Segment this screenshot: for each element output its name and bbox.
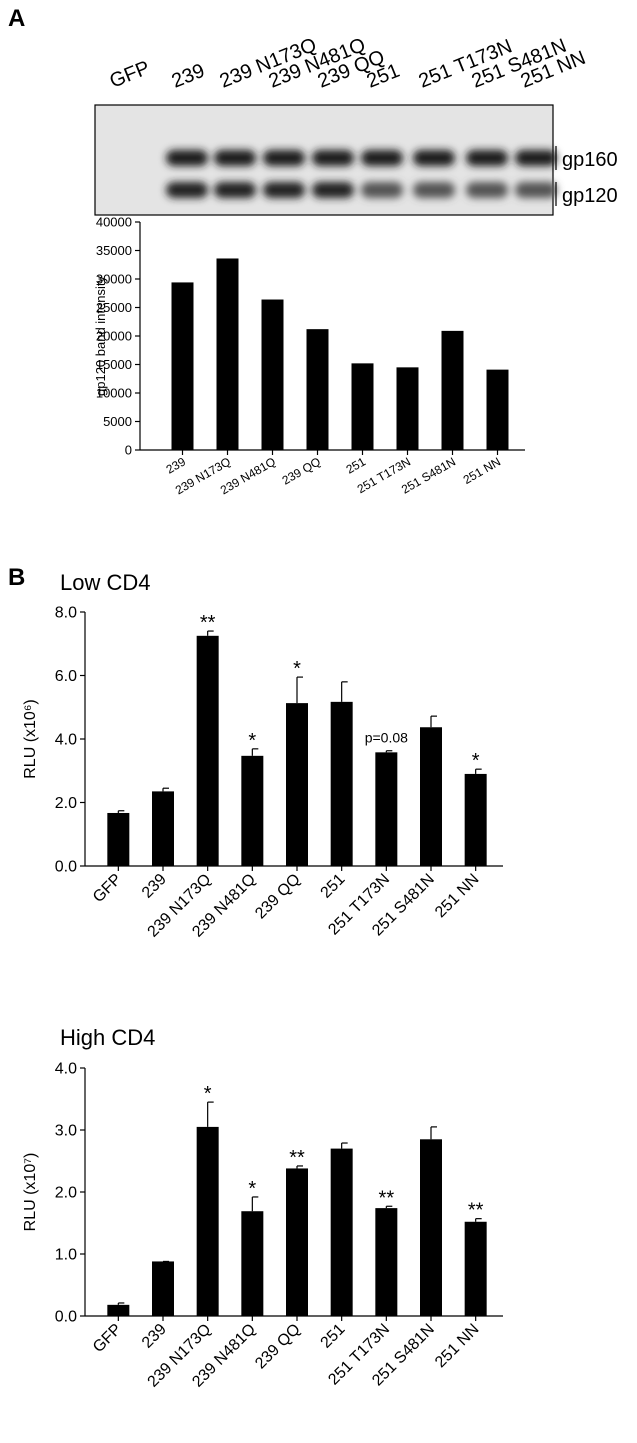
- y-tick-label: 8.0: [55, 605, 77, 622]
- blot-bands: [166, 150, 557, 198]
- x-tick-label: GFP: [90, 871, 125, 906]
- y-tick-label: 4.0: [55, 732, 77, 749]
- annotation: *: [248, 730, 256, 752]
- x-tick-label: 239 QQ: [252, 1321, 304, 1373]
- bar: [420, 1139, 442, 1316]
- y-tick-label: 3.0: [55, 1123, 77, 1140]
- y-tick-label: 1.0: [55, 1247, 77, 1264]
- band: [361, 182, 403, 198]
- panel-label: A: [8, 5, 25, 32]
- y-tick-label: 20000: [96, 329, 132, 344]
- bar: [464, 1221, 487, 1316]
- bar: [464, 773, 487, 866]
- y-tick-label: 15000: [96, 357, 132, 372]
- y-axis-label: gp120 band intensity: [93, 276, 108, 396]
- bar: [486, 369, 509, 450]
- x-tick-label: 239 QQ: [280, 454, 323, 487]
- x-tick-label: 239: [139, 1321, 170, 1352]
- y-tick-label: 10000: [96, 386, 132, 401]
- bar: [241, 1211, 264, 1316]
- band: [263, 150, 305, 166]
- bar: [152, 791, 174, 866]
- band: [466, 182, 508, 198]
- bar: [396, 367, 419, 450]
- x-tick-label: 239: [139, 871, 170, 902]
- y-tick-label: 0.0: [55, 859, 77, 876]
- x-tick-label: 251: [318, 1321, 349, 1352]
- x-tick-label: 239 QQ: [252, 871, 304, 923]
- x-tick-label: 251 NN: [432, 871, 482, 921]
- y-tick-label: 40000: [96, 215, 132, 230]
- y-tick-label: 30000: [96, 272, 132, 287]
- bar: [152, 1261, 174, 1316]
- band: [263, 182, 305, 198]
- y-tick-label: 0.0: [55, 1309, 77, 1326]
- chart-title: High CD4: [60, 1025, 155, 1050]
- bar: [216, 258, 239, 450]
- annotation: p=0.08: [365, 730, 408, 746]
- y-tick-label: 5000: [103, 414, 132, 429]
- bar: [441, 330, 464, 450]
- y-tick-label: 0: [125, 443, 132, 458]
- band: [413, 150, 455, 166]
- chart-title: Low CD4: [60, 570, 150, 595]
- annotation: **: [468, 1200, 484, 1222]
- bar: [330, 1148, 353, 1316]
- y-tick-label: 25000: [96, 300, 132, 315]
- y-tick-label: 6.0: [55, 668, 77, 685]
- band: [515, 150, 557, 166]
- y-axis-label: RLU (x10⁷): [22, 1153, 39, 1232]
- annotation: **: [289, 1147, 305, 1169]
- bar: [306, 329, 329, 450]
- x-tick-label: 251: [318, 871, 349, 902]
- bar: [375, 1208, 398, 1316]
- x-tick-label: 251: [344, 454, 369, 476]
- band: [413, 182, 455, 198]
- bar: [351, 363, 374, 450]
- band: [312, 182, 354, 198]
- y-tick-label: 2.0: [55, 1185, 77, 1202]
- band: [166, 150, 208, 166]
- lane-label: 239: [169, 60, 208, 93]
- bar: [241, 755, 264, 866]
- band: [166, 182, 208, 198]
- band: [214, 150, 256, 166]
- bar: [107, 1304, 130, 1316]
- y-tick-label: 35000: [96, 243, 132, 258]
- band: [466, 150, 508, 166]
- band: [312, 150, 354, 166]
- bar: [330, 701, 353, 866]
- bar: [107, 812, 130, 866]
- x-tick-label: GFP: [90, 1321, 125, 1356]
- x-tick-label: 251 NN: [432, 1321, 482, 1371]
- bar: [171, 282, 194, 450]
- band: [214, 182, 256, 198]
- band: [361, 150, 403, 166]
- bar: [261, 299, 284, 450]
- panel-label: B: [8, 564, 25, 591]
- y-tick-label: 4.0: [55, 1061, 77, 1078]
- bar: [196, 635, 219, 866]
- bar: [196, 1126, 219, 1316]
- annotation: *: [248, 1178, 256, 1200]
- x-tick-label: 251 NN: [461, 454, 503, 486]
- annotation: **: [200, 612, 216, 634]
- lane-label: GFP: [107, 57, 153, 93]
- annotation: *: [472, 750, 480, 772]
- annotation: **: [379, 1187, 395, 1209]
- band-label: gp120: [562, 185, 618, 207]
- bar: [286, 703, 308, 866]
- band: [515, 182, 557, 198]
- y-tick-label: 2.0: [55, 795, 77, 812]
- bar: [286, 1168, 308, 1316]
- x-tick-label: 239: [164, 454, 189, 476]
- annotation: *: [204, 1083, 212, 1105]
- band-label: gp160: [562, 149, 618, 171]
- bar: [375, 752, 398, 866]
- bar: [420, 727, 442, 866]
- y-axis-label: RLU (x10⁶): [22, 699, 39, 779]
- annotation: *: [293, 658, 301, 680]
